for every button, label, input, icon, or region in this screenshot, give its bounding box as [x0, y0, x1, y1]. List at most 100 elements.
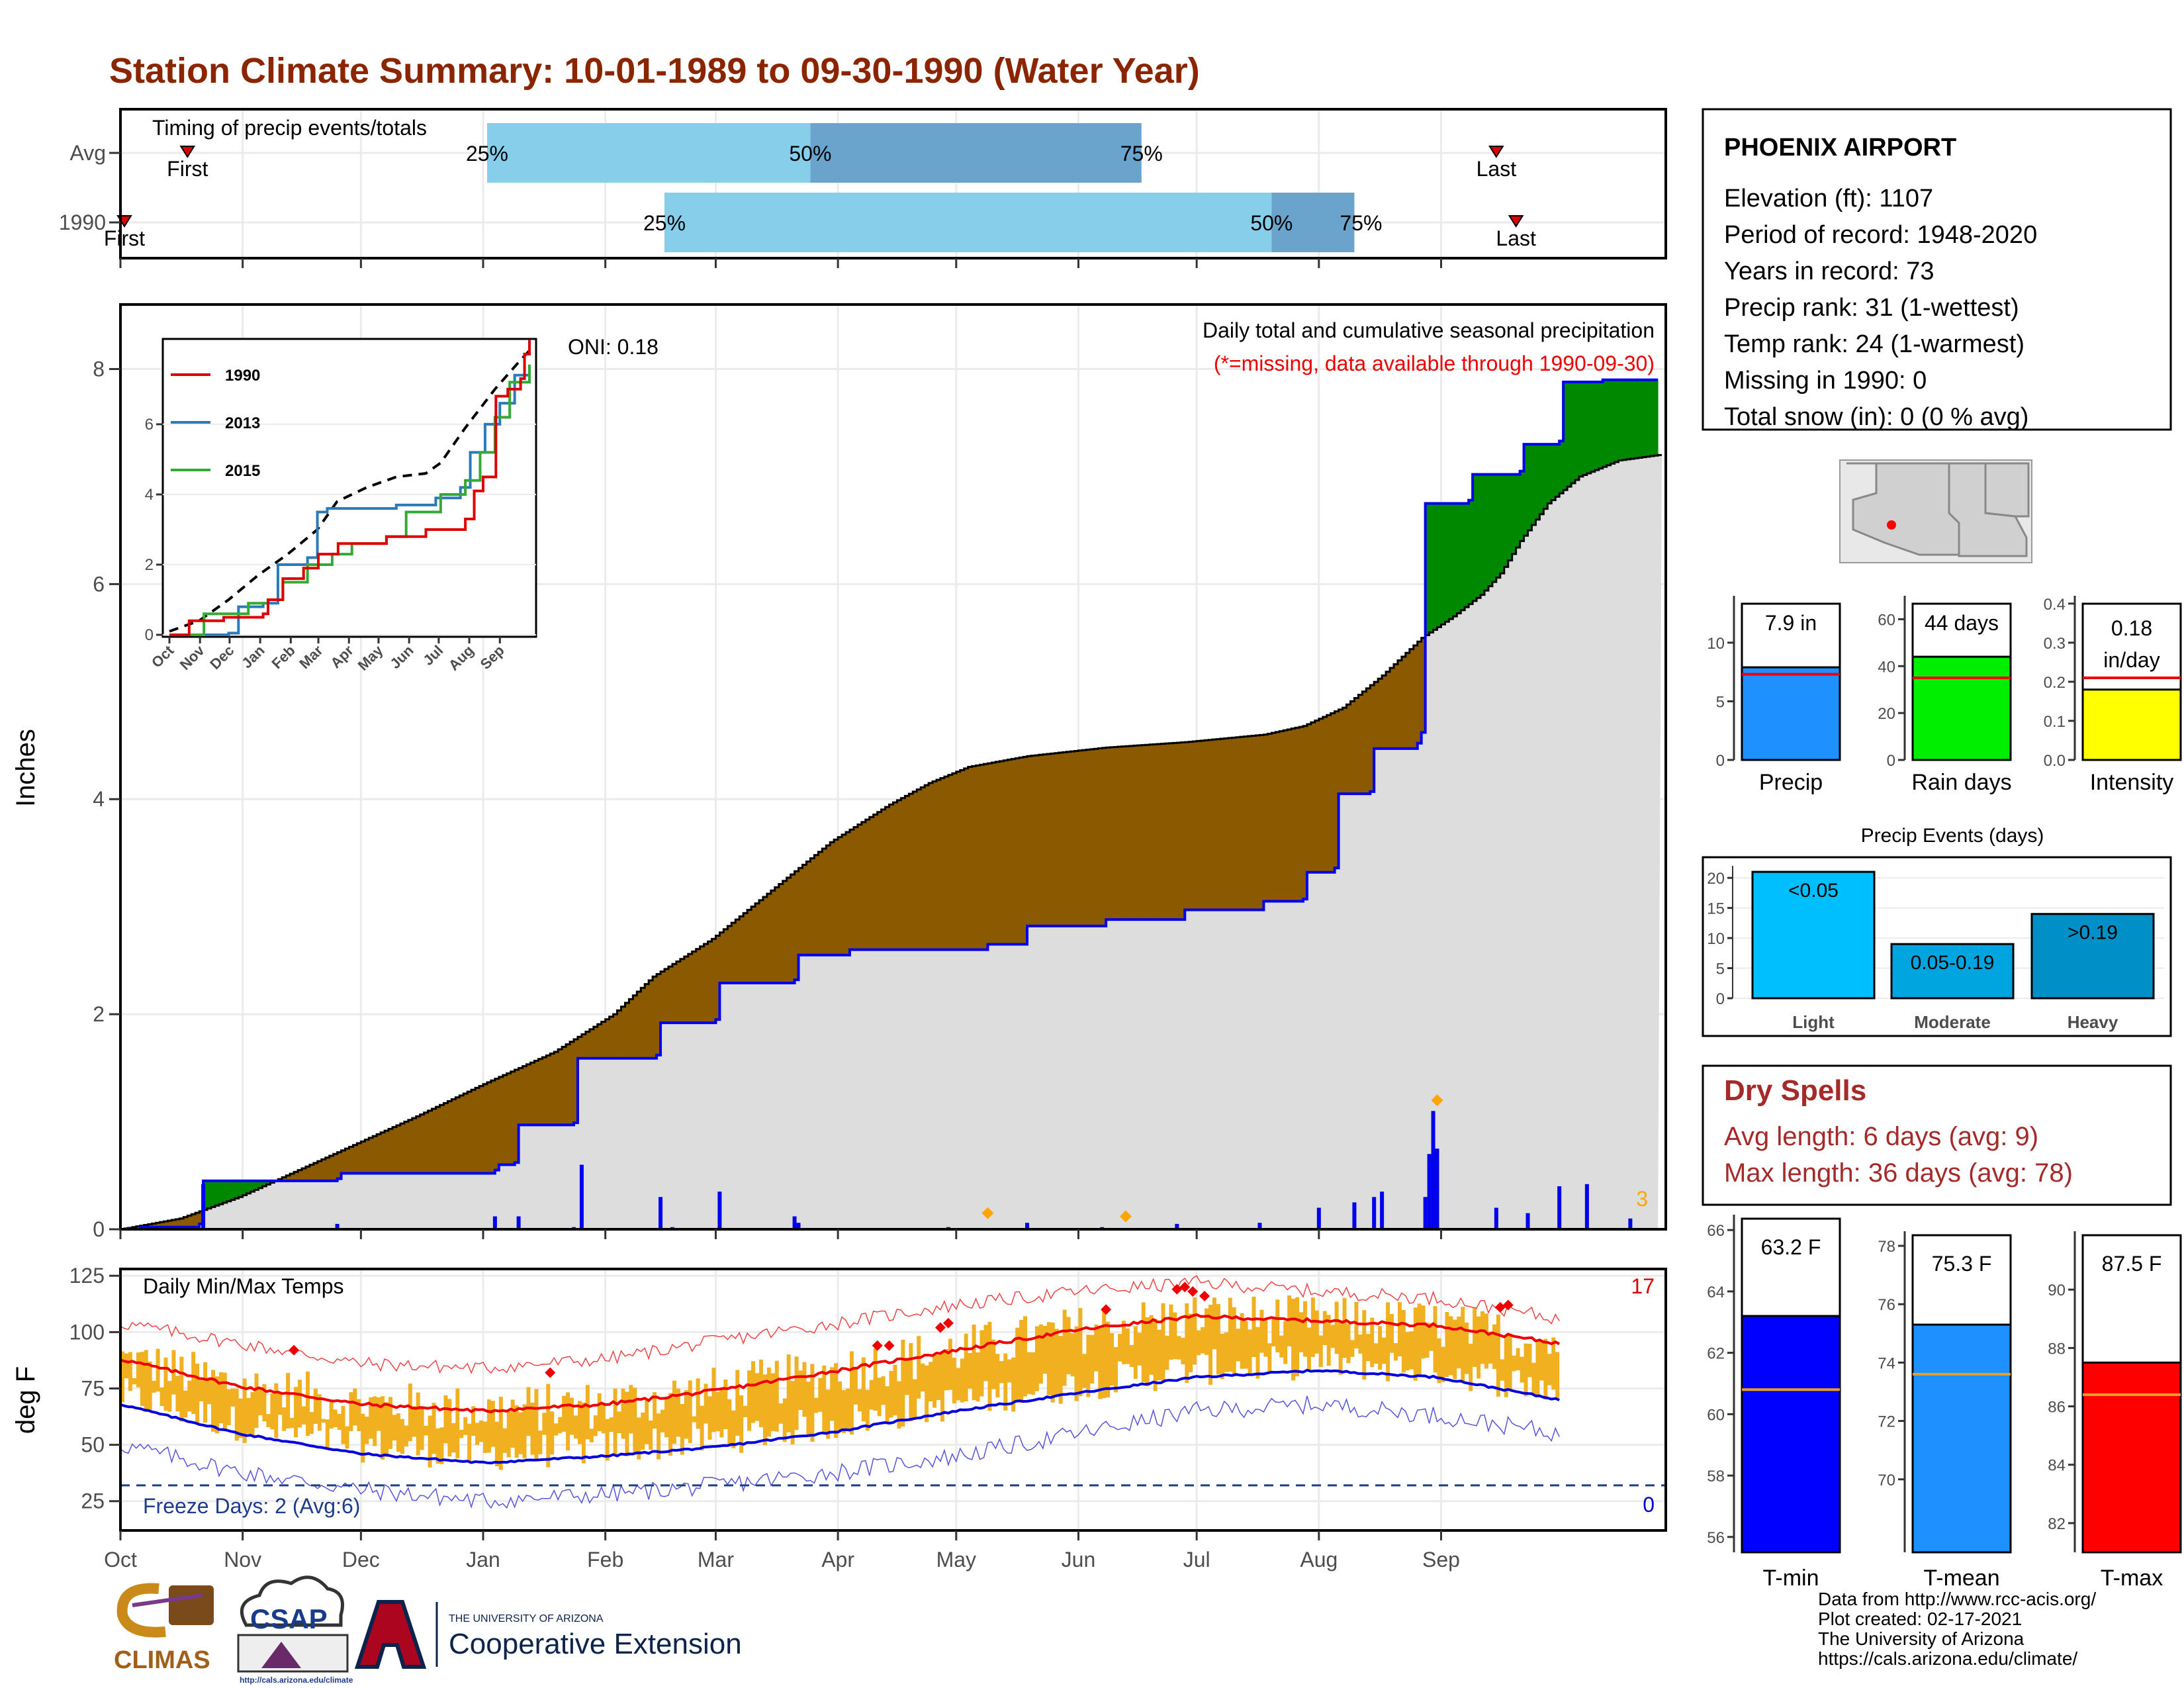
metric-precip: 0 5 10 7.9 in Precip — [1707, 596, 1841, 795]
events-category-label: Moderate — [1914, 1012, 1991, 1032]
events-bar-label: 0.05-0.19 — [1911, 952, 1995, 974]
temp-metric-label: T-max — [2101, 1566, 2163, 1591]
temp-average-min-line — [120, 1368, 1560, 1465]
dry-spells-avg: Avg length: 6 days (avg: 9) — [1724, 1122, 2038, 1151]
ua-logo-big-text: Cooperative Extension — [449, 1628, 742, 1660]
precip-panel: 0 2 4 6 8 Inches ONI: 0.18 Daily total and c… — [11, 258, 1667, 1241]
events-tick-label: 20 — [1707, 870, 1725, 888]
temp-y-axis-label: deg F — [11, 1366, 40, 1434]
inset-x-tick-label: Apr — [327, 642, 357, 672]
metric-tick-label: 0 — [1716, 752, 1725, 770]
inset-x-tick-label: Mar — [296, 642, 326, 673]
metric-label: Precip — [1759, 770, 1823, 795]
timing-title: Timing of precip events/totals — [152, 116, 427, 140]
timing-bar-25-50 — [486, 123, 811, 183]
precip-daily-bar — [1257, 1223, 1262, 1229]
month-label-may: May — [936, 1548, 976, 1571]
timing-label-25: 25% — [643, 211, 686, 235]
precip-daily-bar — [792, 1216, 797, 1229]
station-name: PHOENIX AIRPORT — [1724, 134, 1956, 162]
precip-daily-bar — [1584, 1184, 1589, 1229]
inset-x-tick-label: Aug — [445, 642, 477, 674]
temp-metric-tick-label: 56 — [1707, 1529, 1725, 1547]
oni-label: ONI: 0.18 — [568, 335, 659, 359]
month-label-dec: Dec — [342, 1548, 380, 1571]
footer-line-4: https://cals.arizona.edu/climate/ — [1818, 1648, 2077, 1669]
record-high-marker — [884, 1340, 895, 1351]
inset-legend-1990: 1990 — [225, 367, 260, 385]
record-high-marker — [1101, 1304, 1112, 1315]
precip-year-cumulative-line — [120, 378, 1659, 1231]
precip-subtitle: Daily total and cumulative seasonal prec… — [1203, 318, 1655, 342]
inset-y-tick-label: 0 — [145, 626, 154, 644]
precip-daily-bar — [1427, 1154, 1432, 1229]
csap-logo: CSAP http://cals.arizona.edu/climate — [237, 1575, 353, 1685]
timing-marker-first — [179, 146, 196, 158]
record-high-marker — [872, 1340, 883, 1351]
record-high-marker — [1179, 1282, 1191, 1293]
metric-tick-label: 0.3 — [2044, 635, 2066, 653]
inset-y-tick-label: 6 — [145, 416, 154, 434]
events-tick-label: 15 — [1707, 900, 1725, 918]
inset-x-tick-label: Sep — [477, 642, 508, 673]
events-bar-label: <0.05 — [1788, 880, 1839, 902]
metric-tick-label: 0.1 — [2044, 713, 2066, 731]
metric-value-text: in/day — [2103, 648, 2160, 672]
temp-y-tick-label: 50 — [81, 1433, 105, 1457]
events-category-label: Light — [1792, 1012, 1835, 1032]
temp-y-tick-label: 125 — [69, 1264, 105, 1288]
station-location-marker — [1887, 520, 1896, 530]
precip-y-tick-label: 4 — [93, 787, 105, 811]
temp-metric-tmax: 82 84 86 88 90 87.5 F T-max — [2048, 1231, 2182, 1591]
metric-bar — [1911, 655, 2012, 761]
precip-y-axis-label: Inches — [11, 729, 40, 807]
inset-line-1990 — [169, 340, 531, 636]
temp-metric-tick-label: 84 — [2048, 1457, 2066, 1475]
precip-frame — [119, 303, 1667, 1231]
csap-logo-text: CSAP — [250, 1603, 328, 1634]
inset-average-line — [169, 350, 531, 633]
metric-bar — [2081, 688, 2182, 761]
inset-y-tick-label: 2 — [145, 556, 154, 574]
events-title: Precip Events (days) — [1861, 825, 2044, 847]
timing-bar-50-75 — [810, 123, 1142, 183]
inset-legend-2013: 2013 — [225, 414, 260, 432]
precip-daily-bar — [1628, 1218, 1633, 1229]
temp-metric-tick-label: 60 — [1707, 1406, 1725, 1424]
record-high-marker — [1199, 1290, 1210, 1301]
precip-daily-bar — [1175, 1223, 1179, 1229]
month-label-aug: Aug — [1300, 1548, 1338, 1571]
inset-x-tick-label: May — [355, 641, 387, 673]
metric-value-text: 44 days — [1925, 611, 1999, 635]
record-high-marker — [289, 1344, 300, 1356]
station-snow: Total snow (in): 0 (0 % avg) — [1724, 403, 2028, 431]
precip-daily-bar — [1525, 1213, 1530, 1229]
precip-daily-bar — [1372, 1197, 1377, 1229]
timing-label-50: 50% — [789, 142, 831, 165]
station-missing: Missing in 1990: 0 — [1724, 367, 1927, 395]
precip-daily-bar — [1557, 1186, 1562, 1229]
temp-y-tick-label: 75 — [81, 1376, 105, 1400]
dry-spells-box: Dry Spells Avg length: 6 days (avg: 9) M… — [1702, 1064, 2172, 1206]
precip-daily-bar — [1352, 1202, 1357, 1229]
record-high-marker — [934, 1322, 946, 1333]
month-label-nov: Nov — [224, 1548, 261, 1571]
precip-daily-bar — [1435, 1149, 1439, 1229]
record-high-marker — [1502, 1299, 1514, 1311]
temp-metric-tick-label: 78 — [1878, 1238, 1895, 1256]
metric-intensity: 0.0 0.1 0.2 0.3 0.4 0.18 in/day Intensity — [2044, 596, 2182, 795]
inset-x-tick-label: Dec — [206, 642, 237, 673]
events-category-label: Heavy — [2068, 1012, 2118, 1032]
precip-y-tick-label: 2 — [93, 1002, 105, 1026]
precip-y-tick-label: 8 — [93, 357, 105, 381]
timing-marker-last — [1508, 215, 1524, 228]
precip-daily-bar — [1380, 1192, 1385, 1229]
station-info-box: PHOENIX AIRPORT Elevation (ft): 1107 Per… — [1702, 108, 2172, 431]
metric-rain_days: 0 20 40 60 44 days Rain days — [1878, 596, 2012, 795]
inset-x-tick-label: Oct — [148, 641, 177, 671]
freeze-days-label: Freeze Days: 2 (Avg:6) — [143, 1494, 360, 1518]
temp-metric-tmin: 56 58 60 62 64 66 63.2 F T-min — [1707, 1215, 1841, 1591]
precip-missing-marker — [1431, 1094, 1443, 1107]
month-label-jan: Jan — [466, 1548, 500, 1571]
metric-tick-label: 0.4 — [2044, 596, 2066, 614]
